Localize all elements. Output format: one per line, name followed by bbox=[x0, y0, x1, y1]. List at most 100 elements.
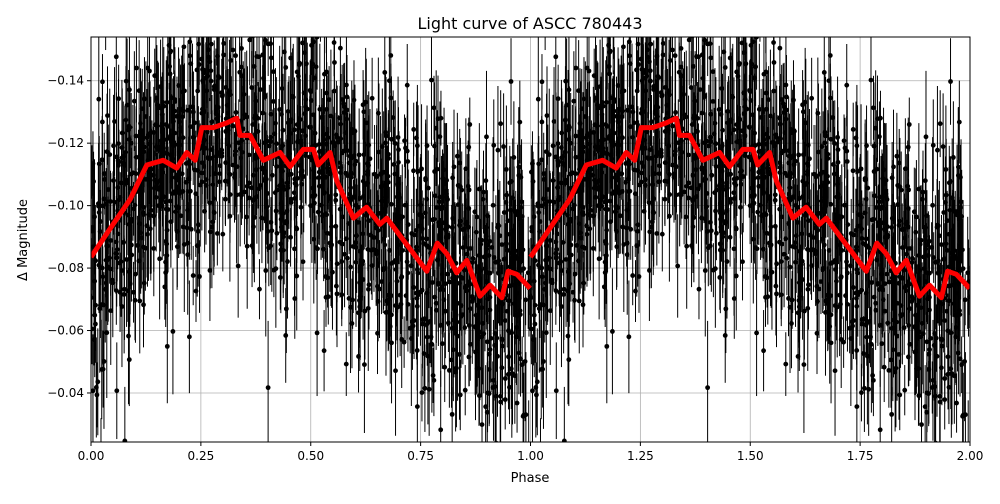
data-point bbox=[894, 366, 899, 371]
data-point bbox=[941, 144, 946, 149]
data-point bbox=[205, 32, 210, 37]
data-point bbox=[353, 240, 358, 245]
data-point bbox=[567, 137, 572, 142]
data-point bbox=[635, 89, 640, 94]
data-point bbox=[916, 187, 921, 192]
data-point bbox=[127, 357, 132, 362]
data-point bbox=[255, 54, 260, 59]
data-point bbox=[124, 118, 129, 123]
data-point bbox=[509, 179, 514, 184]
data-point bbox=[495, 354, 500, 359]
data-point bbox=[338, 240, 343, 245]
data-point bbox=[639, 111, 644, 116]
data-point bbox=[587, 226, 592, 231]
data-point bbox=[181, 224, 186, 229]
data-point bbox=[648, 79, 653, 84]
data-point bbox=[806, 218, 811, 223]
data-point bbox=[859, 166, 864, 171]
data-point bbox=[271, 99, 276, 104]
data-point bbox=[843, 146, 848, 151]
data-point bbox=[689, 85, 694, 90]
data-point bbox=[897, 393, 902, 398]
data-point bbox=[519, 268, 524, 273]
data-point bbox=[403, 203, 408, 208]
data-point bbox=[725, 109, 730, 114]
data-point bbox=[329, 114, 334, 119]
data-point bbox=[684, 244, 689, 249]
data-point bbox=[532, 214, 537, 219]
data-point bbox=[405, 83, 410, 88]
data-point bbox=[944, 193, 949, 198]
data-point bbox=[553, 251, 558, 256]
data-point bbox=[458, 393, 463, 398]
data-point bbox=[221, 52, 226, 57]
data-point bbox=[384, 133, 389, 138]
data-point bbox=[616, 119, 621, 124]
data-point bbox=[801, 152, 806, 157]
data-point bbox=[457, 161, 462, 166]
data-point bbox=[673, 53, 678, 58]
data-point bbox=[516, 165, 521, 170]
data-point bbox=[308, 2, 313, 7]
data-point bbox=[141, 212, 146, 217]
data-point bbox=[659, 148, 664, 153]
data-point bbox=[768, 114, 773, 119]
data-point bbox=[114, 388, 119, 393]
data-point bbox=[870, 373, 875, 378]
data-point bbox=[581, 212, 586, 217]
data-point bbox=[428, 319, 433, 324]
data-point bbox=[773, 198, 778, 203]
data-point bbox=[828, 202, 833, 207]
data-point bbox=[784, 117, 789, 122]
data-point bbox=[326, 294, 331, 299]
data-point bbox=[948, 79, 953, 84]
data-point bbox=[877, 199, 882, 204]
data-point bbox=[595, 103, 600, 108]
data-point bbox=[814, 174, 819, 179]
data-point bbox=[754, 330, 759, 335]
data-point bbox=[790, 298, 795, 303]
data-point bbox=[699, 166, 704, 171]
data-point bbox=[100, 79, 105, 84]
data-point bbox=[263, 140, 268, 145]
data-point bbox=[399, 337, 404, 342]
data-point bbox=[694, 54, 699, 59]
data-point bbox=[195, 68, 200, 73]
data-point bbox=[287, 151, 292, 156]
data-point bbox=[156, 103, 161, 108]
data-point bbox=[644, 32, 649, 37]
data-point bbox=[124, 181, 129, 186]
data-point bbox=[370, 96, 375, 101]
data-point bbox=[670, 48, 675, 53]
data-point bbox=[942, 318, 947, 323]
data-point bbox=[756, 175, 761, 180]
data-point bbox=[334, 284, 339, 289]
data-point bbox=[777, 240, 782, 245]
data-point bbox=[434, 205, 439, 210]
data-point bbox=[494, 441, 499, 446]
data-point bbox=[566, 357, 571, 362]
data-point bbox=[437, 199, 442, 204]
data-point bbox=[362, 152, 367, 157]
data-point bbox=[833, 368, 838, 373]
data-point bbox=[262, 31, 267, 36]
data-point bbox=[604, 344, 609, 349]
data-point bbox=[374, 174, 379, 179]
data-point bbox=[367, 282, 372, 287]
data-point bbox=[454, 366, 459, 371]
data-point bbox=[127, 137, 132, 142]
data-point bbox=[554, 155, 559, 160]
data-point bbox=[771, 140, 776, 145]
data-point bbox=[231, 48, 236, 53]
data-point bbox=[743, 31, 748, 36]
data-point bbox=[99, 463, 104, 468]
data-point bbox=[732, 246, 737, 251]
data-point bbox=[233, 53, 238, 58]
data-point bbox=[126, 128, 131, 133]
data-point bbox=[796, 152, 801, 157]
data-point bbox=[606, 43, 611, 48]
data-point bbox=[802, 362, 807, 367]
data-point bbox=[393, 368, 398, 373]
data-point bbox=[839, 337, 844, 342]
